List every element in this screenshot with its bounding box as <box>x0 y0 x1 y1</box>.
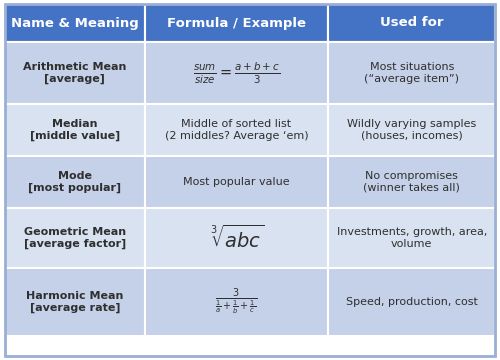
Bar <box>328 42 495 104</box>
Text: Harmonic Mean
[average rate]: Harmonic Mean [average rate] <box>26 291 124 313</box>
Text: $\sqrt[3]{abc}$: $\sqrt[3]{abc}$ <box>210 224 264 252</box>
Text: Investments, growth, area,
volume: Investments, growth, area, volume <box>336 227 487 249</box>
Bar <box>5 156 144 208</box>
Bar <box>5 42 144 104</box>
Bar <box>5 4 144 42</box>
Bar <box>144 42 328 104</box>
Text: Name & Meaning: Name & Meaning <box>11 17 138 30</box>
Bar <box>328 104 495 156</box>
Text: Arithmetic Mean
[average]: Arithmetic Mean [average] <box>23 62 127 84</box>
Bar <box>144 4 328 42</box>
Bar <box>5 208 144 268</box>
Text: Geometric Mean
[average factor]: Geometric Mean [average factor] <box>24 227 126 249</box>
Bar <box>144 268 328 336</box>
Bar <box>328 208 495 268</box>
Text: Formula / Example: Formula / Example <box>167 17 306 30</box>
Bar <box>328 4 495 42</box>
Text: No compromises
(winner takes all): No compromises (winner takes all) <box>364 171 460 193</box>
Text: Most popular value: Most popular value <box>183 177 290 187</box>
Bar <box>144 208 328 268</box>
Bar <box>5 104 144 156</box>
Text: Middle of sorted list
(2 middles? Average ‘em): Middle of sorted list (2 middles? Averag… <box>164 119 308 141</box>
Text: Mode
[most popular]: Mode [most popular] <box>28 171 122 193</box>
Text: Median
[middle value]: Median [middle value] <box>30 119 120 141</box>
Bar <box>144 156 328 208</box>
Bar <box>144 104 328 156</box>
Text: Wildly varying samples
(houses, incomes): Wildly varying samples (houses, incomes) <box>347 119 476 141</box>
Text: Used for: Used for <box>380 17 444 30</box>
Text: $\frac{3}{\frac{1}{a}+\frac{1}{b}+\frac{1}{c}}$: $\frac{3}{\frac{1}{a}+\frac{1}{b}+\frac{… <box>216 287 258 317</box>
Bar <box>328 268 495 336</box>
Text: Most situations
(“average item”): Most situations (“average item”) <box>364 62 459 84</box>
Text: Speed, production, cost: Speed, production, cost <box>346 297 478 307</box>
Bar <box>5 268 144 336</box>
Text: $\frac{\mathit{sum}}{\mathit{size}} = \frac{a+b+c}{3}$: $\frac{\mathit{sum}}{\mathit{size}} = \f… <box>193 60 280 86</box>
Bar <box>328 156 495 208</box>
